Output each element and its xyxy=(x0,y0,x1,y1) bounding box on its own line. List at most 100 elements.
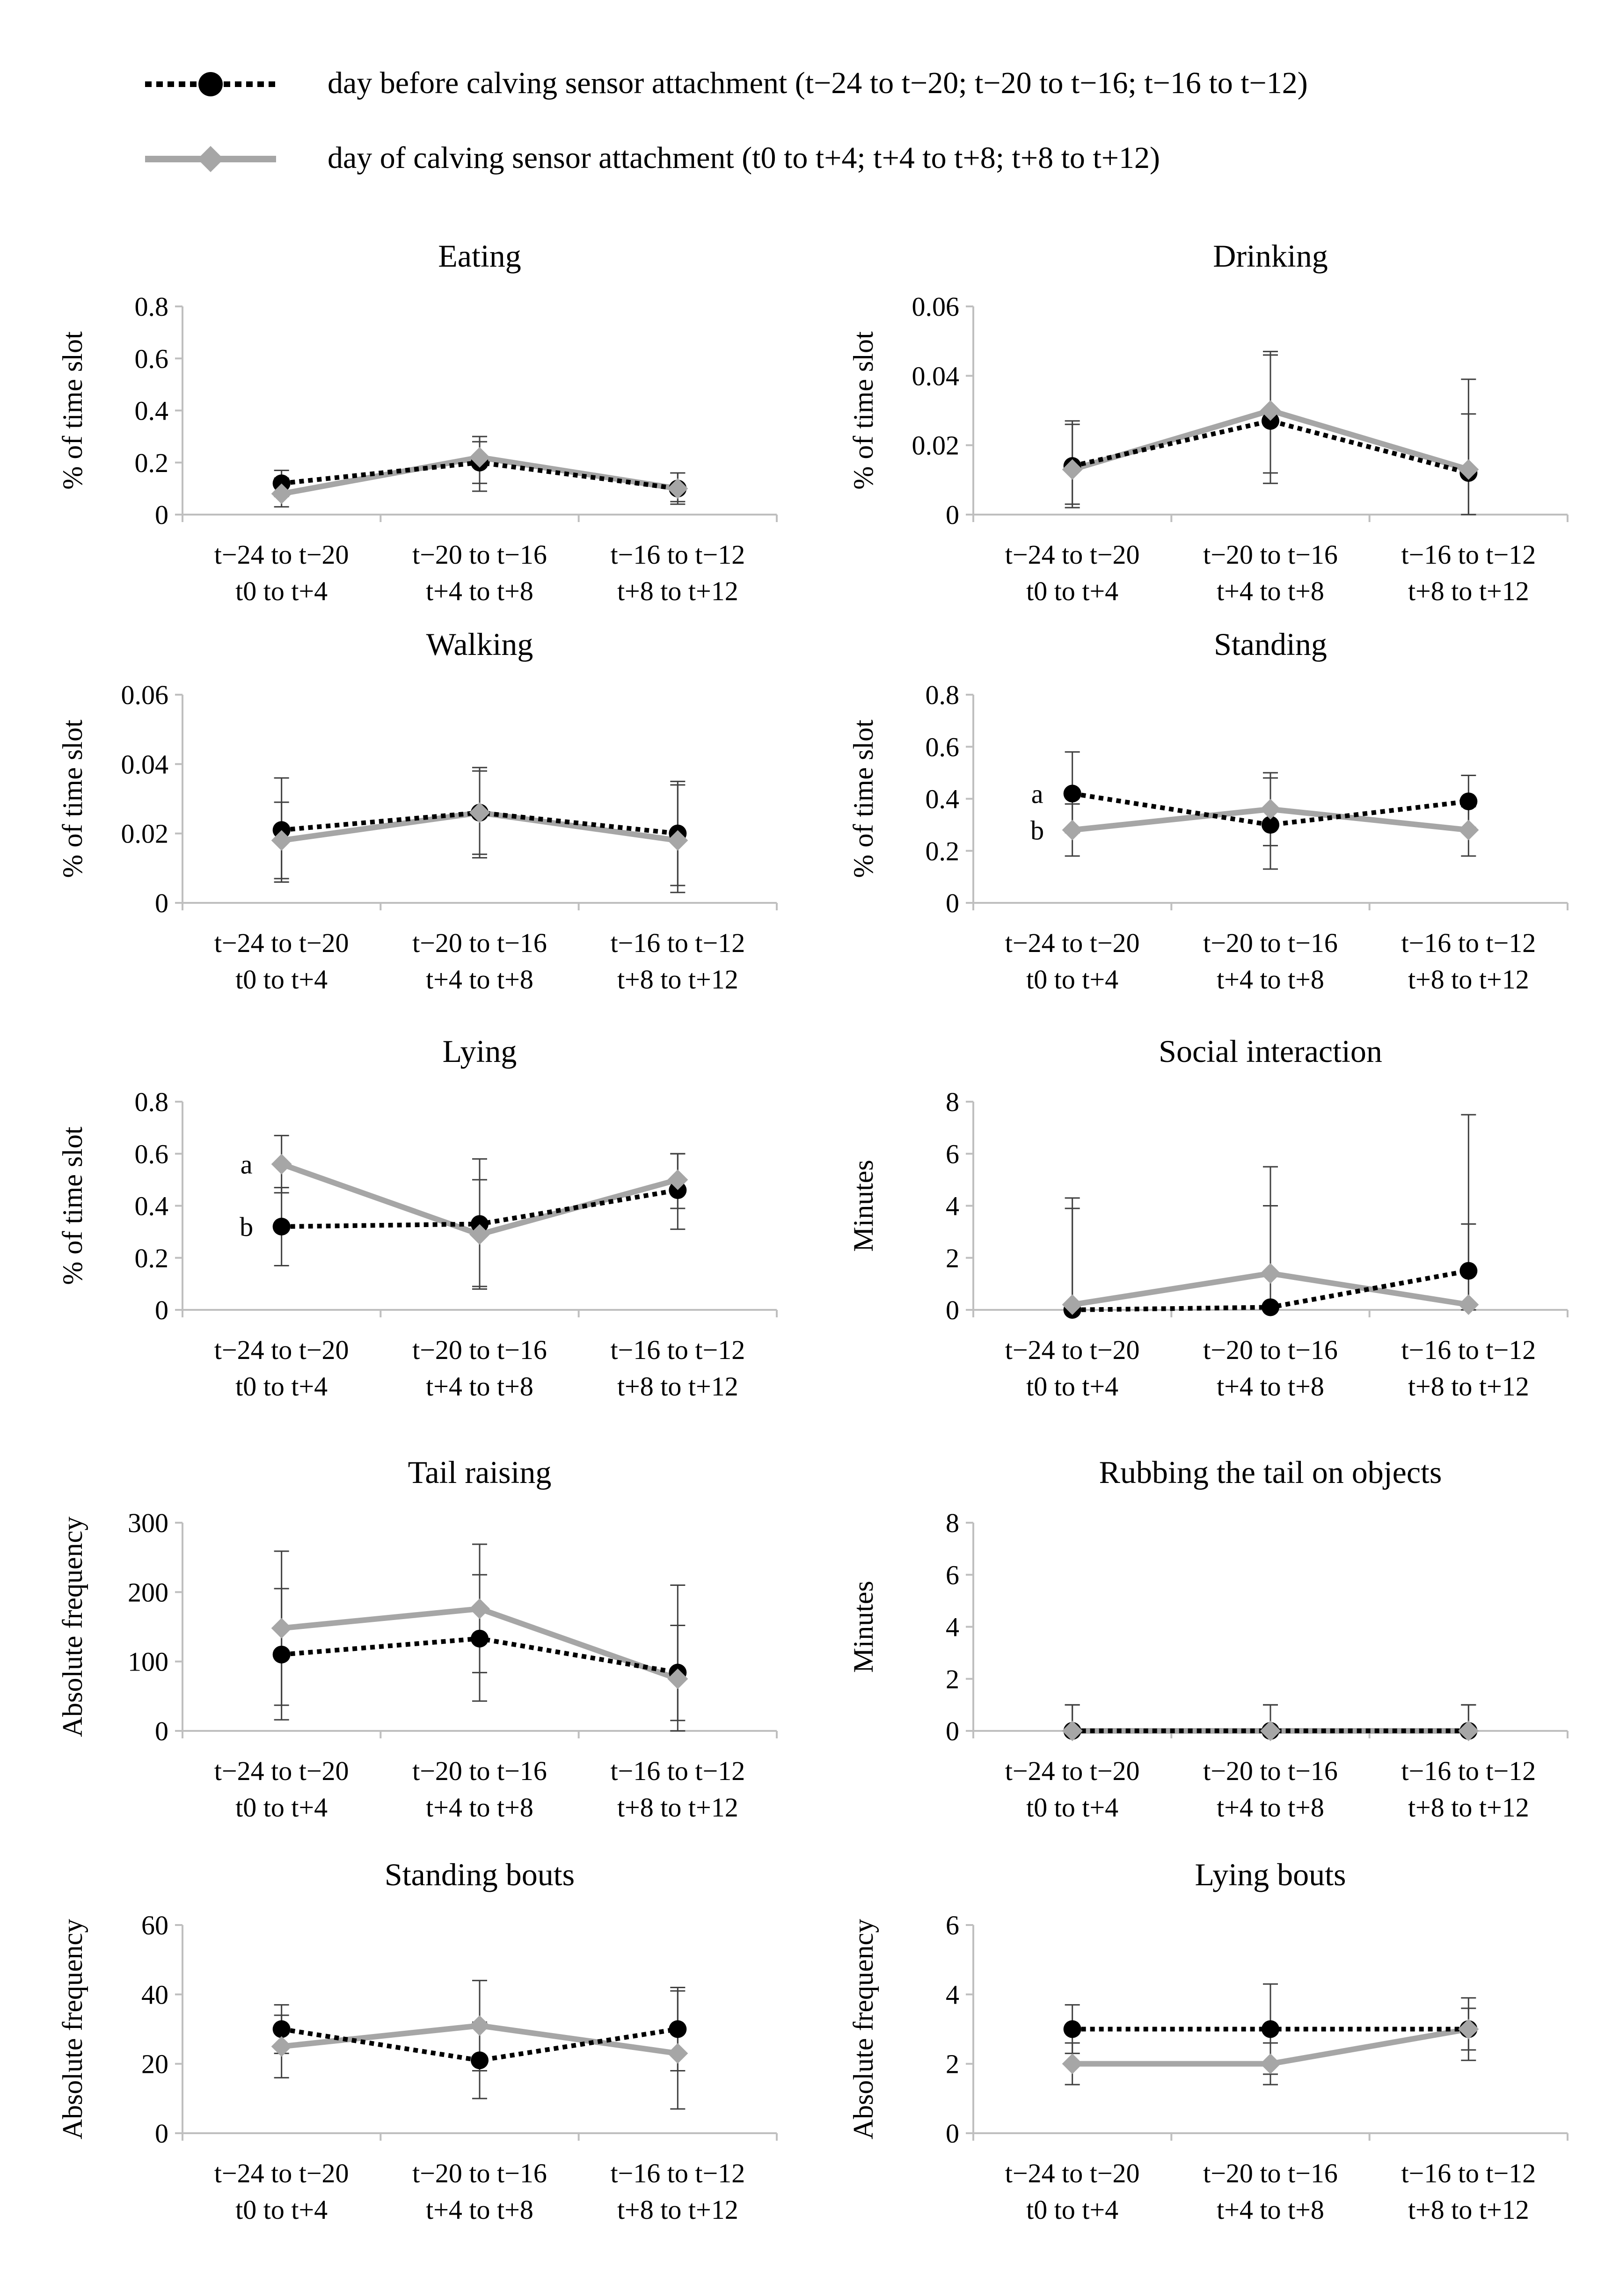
x-tick-label: t0 to t+4 xyxy=(235,964,328,995)
y-tick-label: 0.2 xyxy=(135,448,169,478)
data-point-before xyxy=(471,2051,489,2070)
y-tick-label: 0.4 xyxy=(135,396,169,426)
y-tick-label: 0.8 xyxy=(135,291,169,322)
x-tick-label: t−20 to t−16 xyxy=(412,1335,547,1365)
x-tick-label: t+8 to t+12 xyxy=(1408,1371,1529,1402)
data-point-of xyxy=(469,802,490,823)
y-tick-label: 0 xyxy=(155,888,168,918)
x-tick-label: t0 to t+4 xyxy=(235,2194,328,2225)
x-tick-label: t+8 to t+12 xyxy=(617,576,738,606)
y-tick-label: 300 xyxy=(128,1508,168,1538)
data-point-of xyxy=(271,2036,292,2057)
y-tick-label: 0.6 xyxy=(926,732,960,762)
y-tick-label: 0.02 xyxy=(121,819,169,849)
data-point-before xyxy=(471,1215,489,1233)
y-axis-label: Minutes xyxy=(848,1160,879,1252)
chart-3: Standing % of time slot 0 0.2 0.4 0.6 0.8 t−24 … xyxy=(791,622,1596,1062)
y-tick-label: 0.06 xyxy=(121,680,169,710)
x-tick-label: t−20 to t−16 xyxy=(1203,2158,1338,2188)
y-axis-label: % of time slot xyxy=(848,719,879,878)
y-axis-label: % of time slot xyxy=(57,719,88,878)
x-tick-label: t+8 to t+12 xyxy=(617,964,738,995)
data-point-before xyxy=(1063,2020,1081,2038)
y-tick-label: 0 xyxy=(946,1295,959,1325)
chart-svg: Eating % of time slot 0 0.2 0.4 0.6 0.8 t−24 to… xyxy=(57,238,778,606)
data-point-before xyxy=(1459,1262,1478,1280)
x-tick-label: t0 to t+4 xyxy=(235,1792,328,1823)
legend-label-of: day of calving sensor attachment (t0 to … xyxy=(328,141,1160,175)
y-tick-label: 60 xyxy=(141,1910,168,1940)
significance-letter: a xyxy=(241,1149,253,1180)
x-tick-label: t+4 to t+8 xyxy=(1217,2194,1324,2225)
data-point-of xyxy=(1062,459,1083,480)
y-tick-label: 6 xyxy=(946,1910,959,1940)
x-tick-label: t+4 to t+8 xyxy=(426,2194,533,2225)
y-tick-label: 0.4 xyxy=(926,784,960,814)
x-tick-label: t−20 to t−16 xyxy=(412,1756,547,1786)
x-tick-label: t−24 to t−20 xyxy=(1005,2158,1140,2188)
y-tick-label: 0 xyxy=(155,1716,168,1746)
x-tick-label: t−20 to t−16 xyxy=(1203,928,1338,958)
y-axis-label: Absolute frequency xyxy=(57,1919,88,2140)
y-tick-label: 0 xyxy=(946,500,959,530)
x-tick-label: t+8 to t+12 xyxy=(617,2194,738,2225)
significance-letter: b xyxy=(1030,815,1044,845)
y-axis-label: % of time slot xyxy=(848,331,879,490)
data-point-of xyxy=(1260,799,1281,820)
chart-4: Lying % of time slot 0 0.2 0.4 0.6 0.8 t−24 to … xyxy=(0,1029,805,1469)
legend-item-of: day of calving sensor attachment (t0 to … xyxy=(140,136,1591,187)
chart-title: Eating xyxy=(438,238,521,274)
x-tick-label: t−16 to t−12 xyxy=(610,1335,745,1365)
y-tick-label: 0 xyxy=(155,500,168,530)
y-axis-label: Minutes xyxy=(848,1581,879,1673)
y-tick-label: 4 xyxy=(946,1612,959,1642)
x-tick-label: t−16 to t−12 xyxy=(1401,928,1536,958)
y-tick-label: 0.2 xyxy=(135,1243,169,1273)
chart-title: Tail raising xyxy=(408,1454,552,1490)
x-tick-label: t+4 to t+8 xyxy=(426,1371,533,1402)
x-tick-label: t−20 to t−16 xyxy=(1203,539,1338,570)
x-tick-label: t−16 to t−12 xyxy=(1401,1335,1536,1365)
x-tick-label: t−20 to t−16 xyxy=(412,928,547,958)
series-line-before xyxy=(281,2027,678,2063)
significance-letter: b xyxy=(240,1212,253,1242)
x-tick-label: t−16 to t−12 xyxy=(1401,2158,1536,2188)
data-point-of xyxy=(469,2015,490,2036)
data-point-before xyxy=(471,1629,489,1648)
chart-svg: Lying % of time slot 0 0.2 0.4 0.6 0.8 t−24 to … xyxy=(57,1033,778,1402)
data-point-of xyxy=(667,1668,688,1689)
x-tick-label: t+8 to t+12 xyxy=(1408,964,1529,995)
chart-title: Standing xyxy=(1214,626,1327,662)
data-point-before xyxy=(272,1218,291,1235)
chart-svg: Drinking % of time slot 0 0.02 0.04 0.06 t−24 … xyxy=(848,238,1569,606)
x-tick-label: t−24 to t−20 xyxy=(1005,928,1140,958)
chart-title: Drinking xyxy=(1213,238,1328,274)
x-tick-label: t+4 to t+8 xyxy=(426,1792,533,1823)
x-tick-label: t0 to t+4 xyxy=(1026,964,1118,995)
data-point-of xyxy=(1458,820,1479,841)
y-tick-label: 0 xyxy=(155,1295,168,1325)
data-point-of xyxy=(1458,459,1479,480)
x-tick-label: t0 to t+4 xyxy=(1026,576,1118,606)
data-point-of xyxy=(667,830,688,851)
y-tick-label: 2 xyxy=(946,1243,959,1273)
x-tick-label: t−16 to t−12 xyxy=(610,2158,745,2188)
data-point-of xyxy=(1458,1721,1479,1741)
y-tick-label: 8 xyxy=(946,1087,959,1117)
data-point-before xyxy=(669,2020,687,2038)
y-tick-label: 8 xyxy=(946,1508,959,1538)
data-point-before xyxy=(669,1181,687,1199)
legend-swatch-before xyxy=(145,72,276,96)
y-tick-label: 0 xyxy=(946,2118,959,2149)
y-tick-label: 0.8 xyxy=(926,680,960,710)
x-tick-label: t0 to t+4 xyxy=(235,576,328,606)
y-tick-label: 0.6 xyxy=(135,1139,169,1169)
data-point-of xyxy=(271,483,292,504)
chart-svg: Standing % of time slot 0 0.2 0.4 0.6 0.8 t−24 … xyxy=(848,626,1569,995)
x-tick-label: t+8 to t+12 xyxy=(617,1792,738,1823)
chart-svg: Rubbing the tail on objects Minutes 0 2 4 6 8 t… xyxy=(848,1454,1569,1823)
y-tick-label: 4 xyxy=(946,1979,959,2010)
x-tick-label: t−20 to t−16 xyxy=(1203,1335,1338,1365)
x-tick-label: t−24 to t−20 xyxy=(1005,1756,1140,1786)
y-tick-label: 6 xyxy=(946,1139,959,1169)
